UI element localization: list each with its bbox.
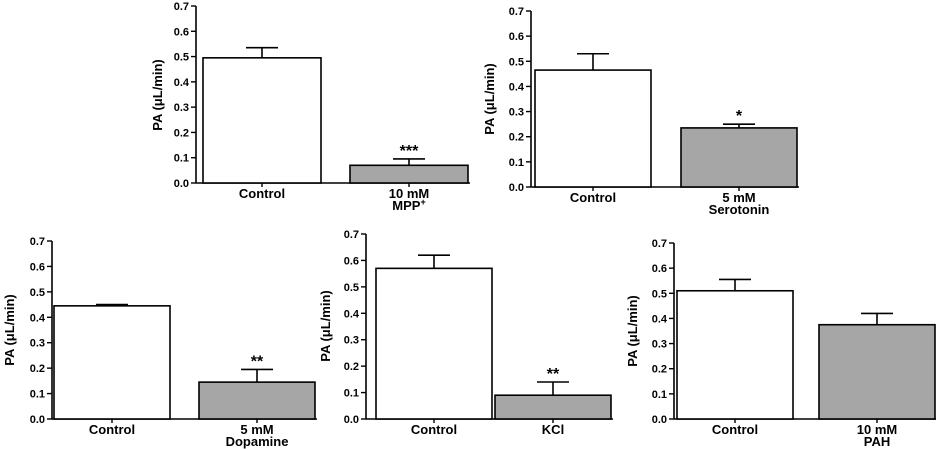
y-tick-label: 0.0 [509,182,524,194]
y-tick-label: 0.5 [509,56,524,68]
y-tick-label: 0.2 [652,364,667,376]
y-tick-label: 0.6 [344,255,359,267]
bar-treatment [680,127,798,188]
x-category-label: 5 mM [240,422,273,437]
y-tick-label: 0.6 [30,261,45,273]
bar-control [375,267,493,420]
x-category-label: 10 mM [389,186,429,201]
chart-panel-3: 0.0 0.1 0.2 0.3 0.4 0.5 0.6 0.7 PA (μL/min) Contr… [2,236,317,449]
x-category-label: Control [411,422,457,437]
x-category-sublabel: Dopamine [226,434,289,449]
x-category-label: Control [570,190,616,205]
y-tick-label: 0.4 [652,313,668,325]
x-category-sublabel: PAH [864,434,890,449]
y-tick-label: 0.1 [652,389,667,401]
x-category-label: 10 mM [857,422,897,437]
y-tick-label: 0.2 [509,132,524,144]
y-tick-label: 0.6 [509,31,524,43]
y-tick-label: 0.4 [174,77,190,89]
y-tick-label: 0.3 [509,107,524,119]
y-axis-label: PA (μL/min) [2,294,17,366]
y-tick-label: 0.7 [344,229,359,241]
x-category-sublabel: MPP+ [392,197,425,213]
y-tick-label: 0.1 [509,157,524,169]
y-tick-label: 0.4 [509,81,525,93]
bar-treatment [349,164,469,184]
y-tick-label: 0.4 [30,312,46,324]
y-tick-label: 0.3 [652,339,667,351]
significance-marker: *** [400,143,419,160]
y-tick-label: 0.3 [30,338,45,350]
bar-control [676,289,794,420]
chart-panel-2: 0.0 0.1 0.2 0.3 0.4 0.5 0.6 0.7 PA (μL/min) Contr… [482,6,799,217]
y-tick-label: 0.1 [30,389,45,401]
y-axis-label: PA (μL/min) [150,59,165,131]
x-category-sublabel-text: PAH [864,434,890,449]
x-category-label: Control [89,422,135,437]
x-category-label: Control [239,186,285,201]
bar-control [534,69,652,188]
y-axis-label: PA (μL/min) [482,63,497,135]
y-tick-label: 0.3 [174,102,189,114]
significance-marker: * [736,108,743,125]
y-tick-label: 0.4 [344,308,360,320]
y-tick-label: 0.3 [344,335,359,347]
y-tick-label: 0.7 [652,238,667,250]
y-tick-label: 0.2 [30,363,45,375]
x-category-label: 5 mM [722,190,755,205]
y-axis-label: PA (μL/min) [318,290,333,362]
x-category-sublabel-text: MPP [392,198,421,213]
y-tick-label: 0.5 [652,288,667,300]
y-tick-label: 0.0 [652,414,667,426]
x-category-sublabel-text: Serotonin [709,202,770,217]
bar-control [53,305,171,420]
y-tick-label: 0.6 [652,263,667,275]
bar-treatment [494,394,612,420]
x-category-sublabel-text: Dopamine [226,434,289,449]
x-category-sublabel: Serotonin [709,202,770,217]
y-tick-label: 0.0 [174,178,189,190]
y-tick-label: 0.7 [509,6,524,18]
chart-panel-4: 0.0 0.1 0.2 0.3 0.4 0.5 0.6 0.7 PA (μL/min) Contr… [318,229,613,437]
y-tick-label: 0.6 [174,26,189,38]
x-category-label: Control [712,422,758,437]
chart-panel-5: 0.0 0.1 0.2 0.3 0.4 0.5 0.6 0.7 PA (μL/min) Contr… [625,238,936,449]
bar-control [202,57,322,184]
y-axis-label: PA (μL/min) [625,295,640,367]
y-tick-label: 0.1 [174,153,189,165]
y-tick-label: 0.7 [30,236,45,248]
y-tick-label: 0.5 [174,52,189,64]
chart-panel-1: 0.0 0.1 0.2 0.3 0.4 0.5 0.6 0.7 PA (μL/min) Contr… [150,1,470,213]
y-tick-label: 0.0 [30,414,45,426]
y-tick-label: 0.5 [344,282,359,294]
significance-marker: ** [547,366,560,383]
bar-treatment [198,381,316,420]
y-tick-label: 0.7 [174,1,189,13]
x-category-label: KCl [542,422,564,437]
bar-treatment [818,323,936,420]
y-tick-label: 0.5 [30,287,45,299]
y-tick-label: 0.0 [344,414,359,426]
y-tick-label: 0.2 [344,361,359,373]
x-category-superscript: + [420,197,425,207]
y-tick-label: 0.1 [344,388,359,400]
significance-marker: ** [251,353,264,370]
y-tick-label: 0.2 [174,127,189,139]
